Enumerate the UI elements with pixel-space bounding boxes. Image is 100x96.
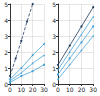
svg-text:30: 30 <box>40 86 48 93</box>
svg-text:10: 10 <box>18 86 26 93</box>
svg-text:5: 5 <box>52 1 56 8</box>
svg-text:30: 30 <box>89 86 97 93</box>
svg-text:5: 5 <box>4 1 8 8</box>
svg-text:0: 0 <box>8 86 12 93</box>
svg-text:2: 2 <box>52 49 56 56</box>
svg-text:3: 3 <box>4 33 8 40</box>
svg-text:20: 20 <box>78 86 86 93</box>
svg-text:3: 3 <box>52 33 56 40</box>
svg-text:0: 0 <box>56 86 60 93</box>
svg-text:4: 4 <box>4 17 8 24</box>
svg-text:0: 0 <box>4 80 8 88</box>
svg-text:2: 2 <box>4 49 8 56</box>
svg-text:4: 4 <box>52 17 56 24</box>
svg-text:1: 1 <box>4 65 8 72</box>
svg-text:10: 10 <box>66 86 74 93</box>
svg-text:1: 1 <box>52 65 56 72</box>
svg-text:20: 20 <box>29 86 37 93</box>
svg-text:0: 0 <box>52 80 56 88</box>
